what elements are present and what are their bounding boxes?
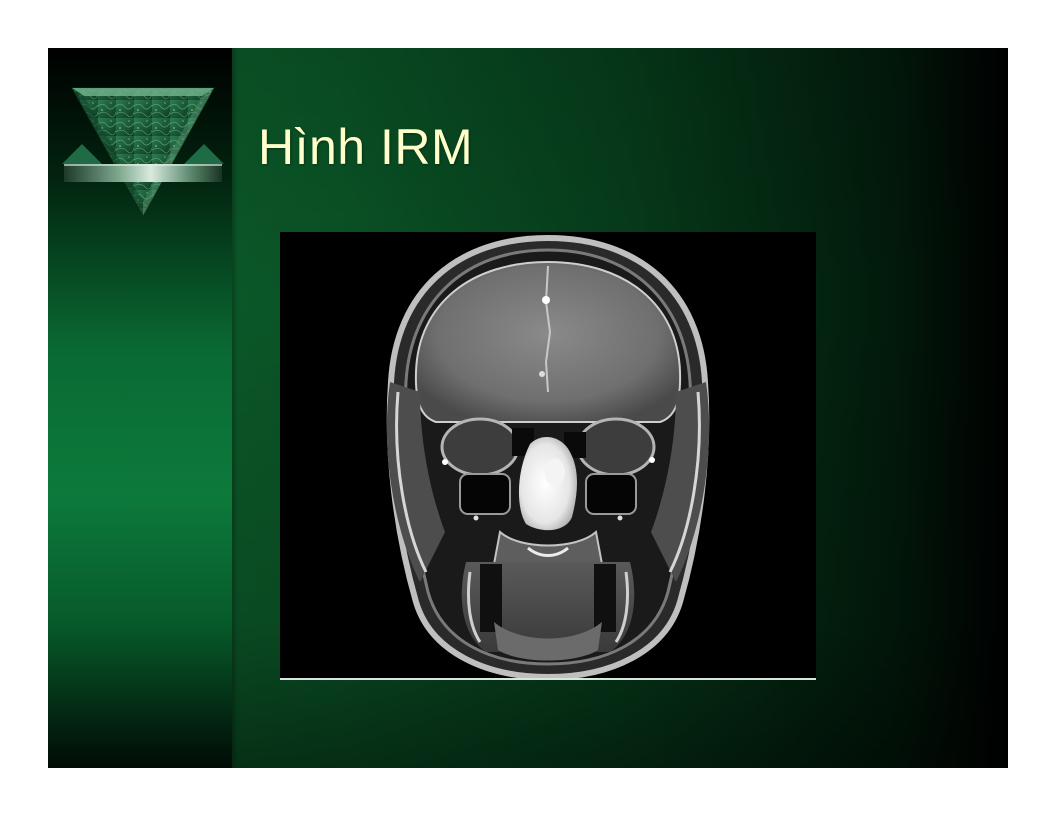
image-baseline — [280, 678, 816, 680]
mri-coronal-head-scan-icon — [280, 232, 816, 680]
logo-triangle-icon — [62, 87, 224, 218]
mri-scan-image — [280, 232, 816, 680]
slide-title: Hình IRM — [258, 119, 474, 175]
sidebar-edge — [232, 48, 238, 768]
